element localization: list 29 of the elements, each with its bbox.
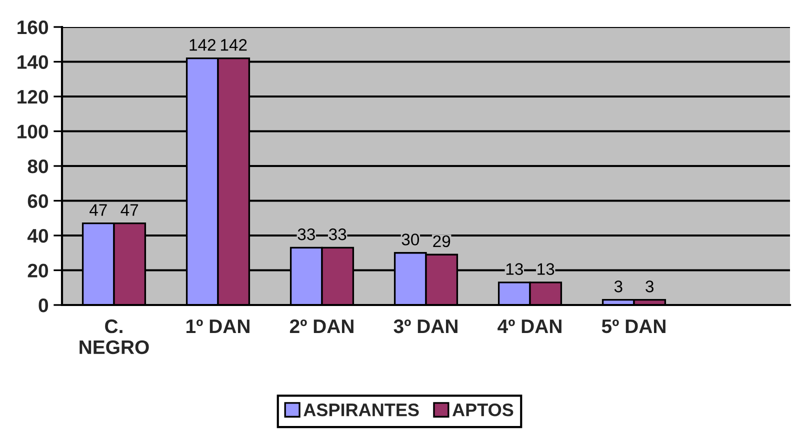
data-label: 33 — [328, 228, 346, 240]
x-tick-label: 2º DAN — [290, 319, 354, 333]
data-label: 30 — [402, 234, 420, 246]
y-tick-label: 140 — [18, 55, 48, 69]
data-label: 47 — [90, 204, 107, 216]
data-label: 13 — [506, 263, 523, 275]
x-tick-label: 3º DAN — [394, 319, 458, 334]
data-label: 33 — [298, 228, 315, 240]
data-label: 29 — [433, 235, 450, 248]
data-label: 142 — [190, 39, 216, 51]
x-tick-label: 1º DAN — [186, 320, 250, 333]
y-tick-label: 20 — [28, 264, 48, 278]
y-tick-label: 160 — [18, 20, 48, 34]
y-tick-label: 80 — [28, 159, 48, 174]
legend-label: ASPIRANTES — [304, 403, 419, 416]
x-tick-label: 4º DAN — [498, 320, 562, 333]
data-label: 3 — [646, 280, 654, 292]
x-tick-label: C. NEGRO — [80, 319, 149, 354]
y-tick-label: 100 — [18, 124, 48, 138]
data-label: 142 — [220, 39, 247, 51]
data-label: 47 — [120, 204, 138, 216]
y-tick-label: 40 — [27, 228, 48, 243]
x-tick-label: 5º DAN — [602, 320, 666, 334]
data-label: 3 — [614, 280, 622, 292]
y-tick-label: 60 — [28, 194, 48, 208]
data-label: 13 — [538, 263, 554, 275]
y-tick-label: 120 — [18, 90, 48, 104]
y-tick-label: 0 — [38, 298, 48, 312]
legend-label: APTOS — [452, 403, 514, 416]
